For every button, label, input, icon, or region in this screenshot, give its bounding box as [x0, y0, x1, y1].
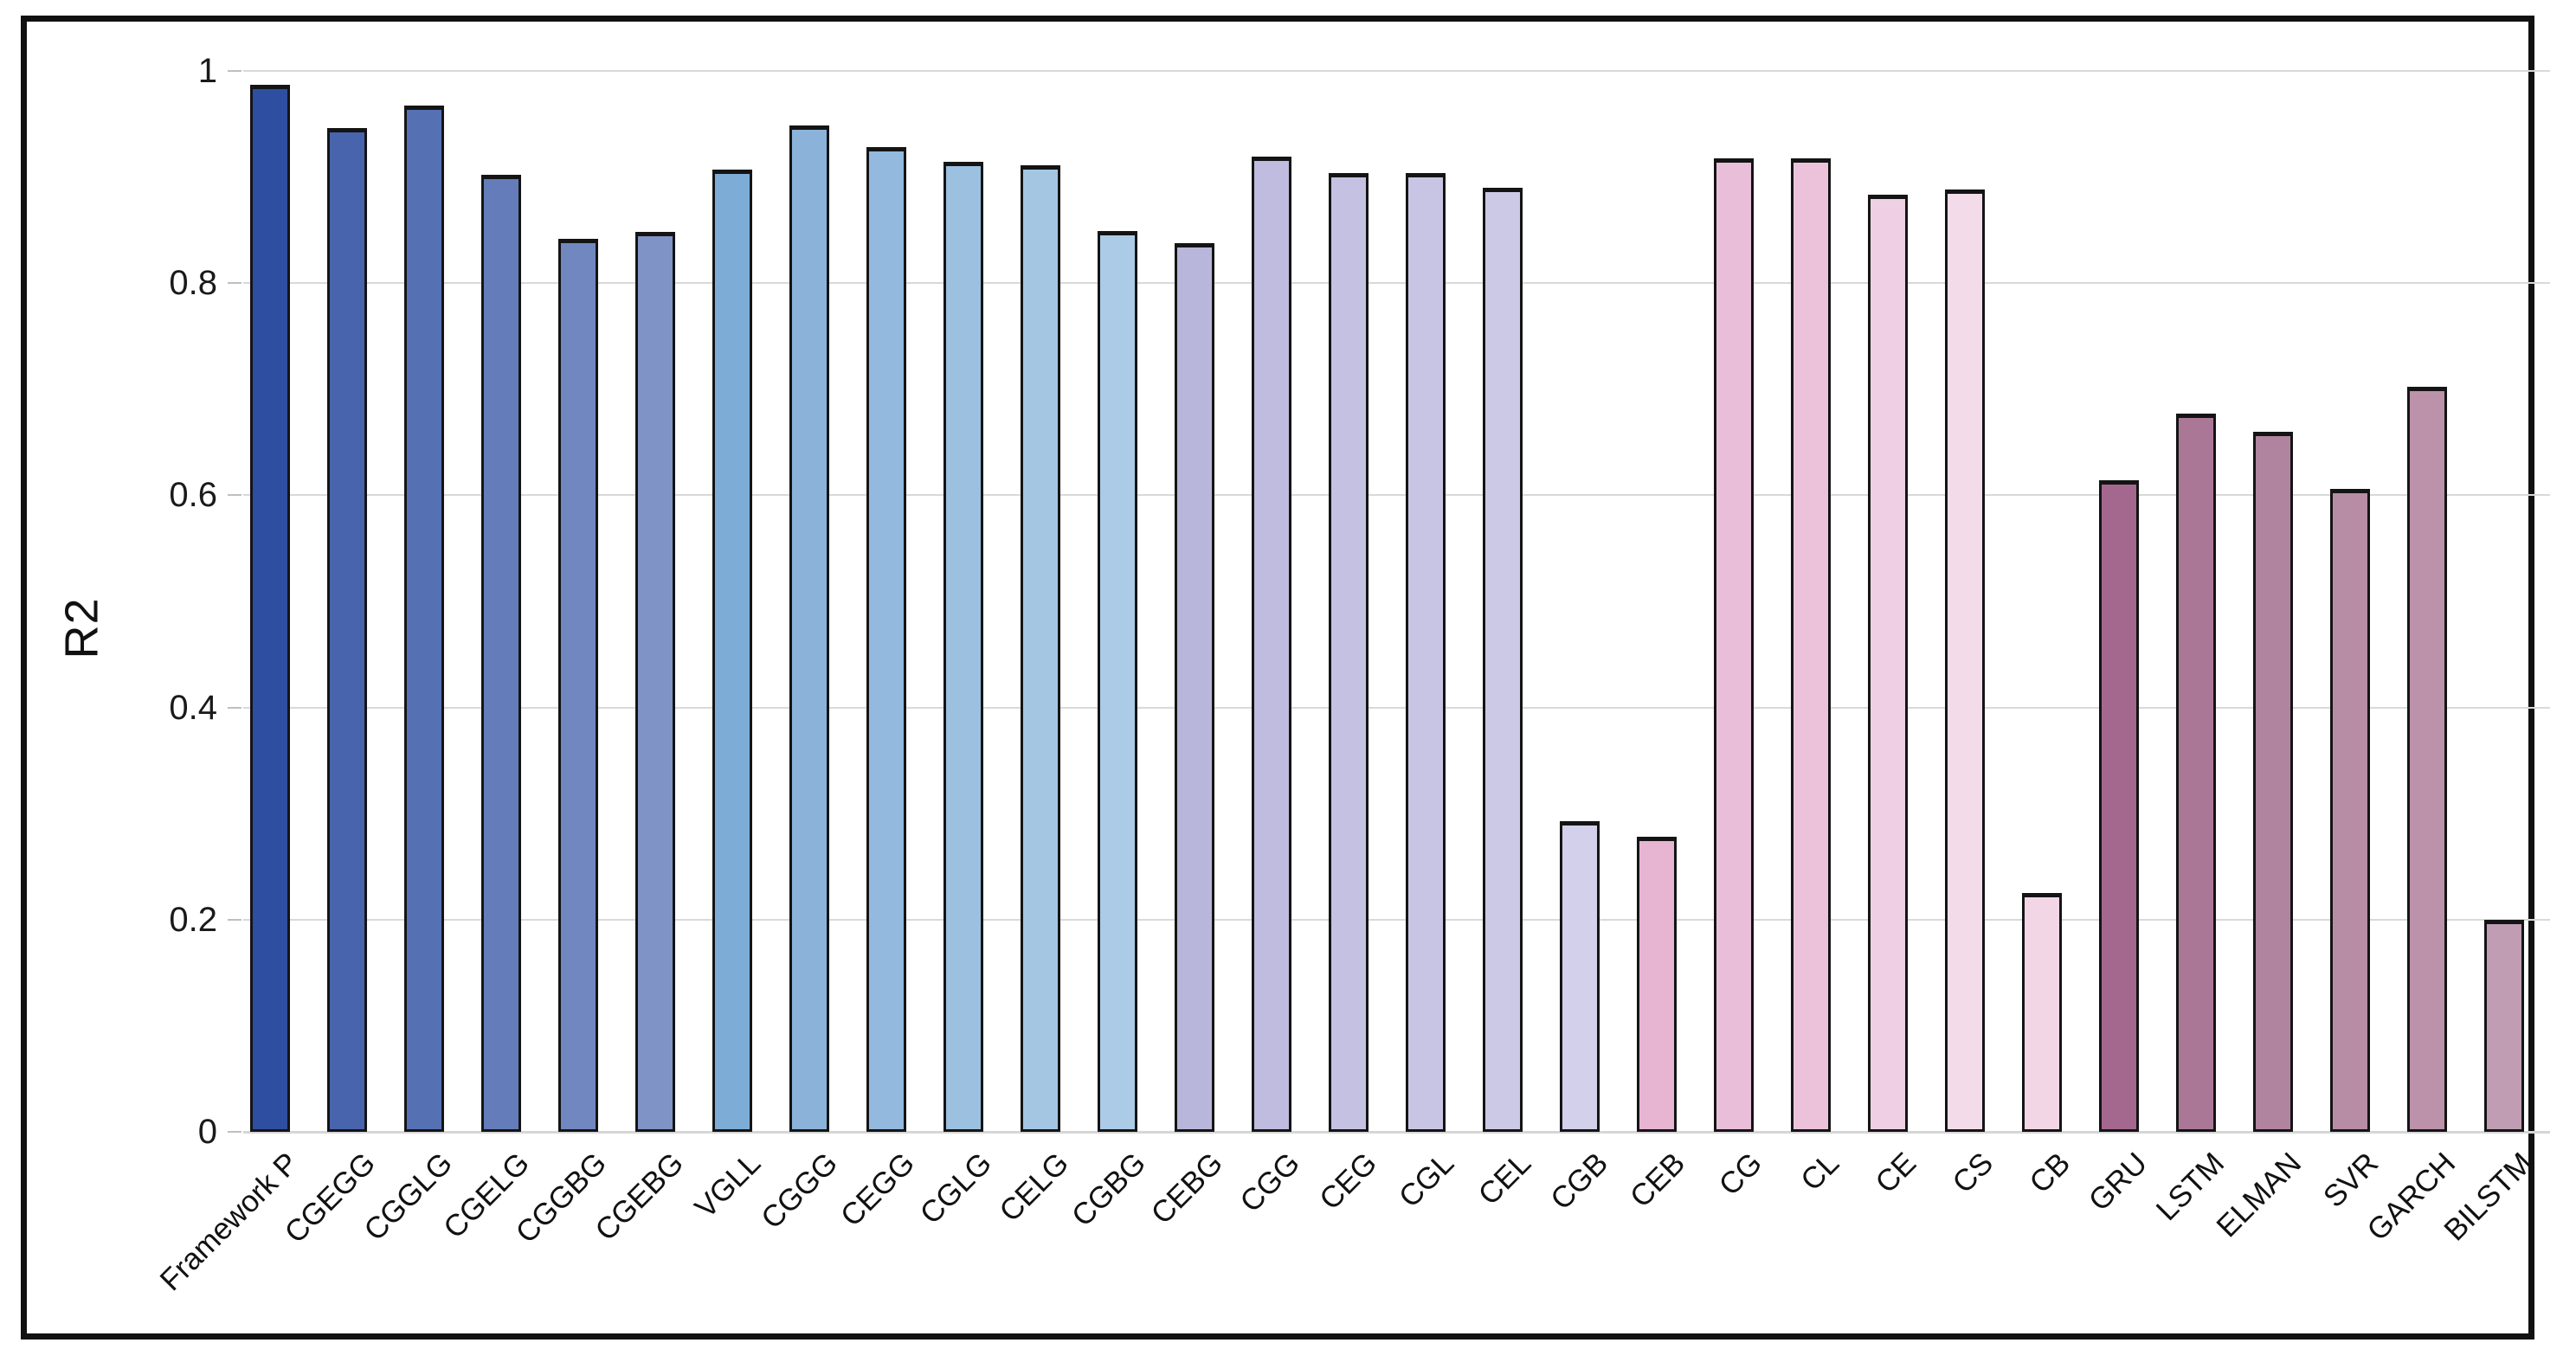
x-label-cb: CB	[2023, 1146, 2077, 1200]
bar-cgelg	[481, 175, 521, 1132]
x-label-vgll: VGLL	[688, 1146, 768, 1225]
x-label-ce: CE	[1869, 1146, 1923, 1200]
bar-ceb	[1637, 837, 1677, 1132]
x-label-celg: CELG	[993, 1146, 1076, 1229]
y-tick-label-0.8: 0.8	[169, 264, 217, 303]
plot-area	[243, 70, 2550, 1134]
x-label-cgb: CGB	[1543, 1146, 1615, 1217]
x-label-elman: ELMAN	[2210, 1146, 2309, 1244]
bar-cgegg	[327, 128, 367, 1132]
bar-cgebg	[635, 232, 675, 1132]
y-tick-mark-0.4	[228, 706, 242, 709]
bar-cgglg	[404, 106, 444, 1132]
y-tick-mark-0.8	[228, 282, 242, 285]
bar-cg	[1714, 158, 1754, 1132]
gridline-0.2	[243, 918, 2550, 921]
bar-vgll	[712, 170, 752, 1132]
x-label-cgl: CGL	[1392, 1146, 1461, 1215]
bar-cglg	[943, 162, 983, 1132]
bar-lstm	[2176, 414, 2216, 1132]
bar-svr	[2330, 489, 2370, 1132]
chart-outer-border: R2 0 0.2 0.4 0.6 0.8 1 Framework P CGEGG CGGLG C…	[21, 16, 2550, 1340]
bar-celg	[1021, 165, 1060, 1132]
gridline-0.4	[243, 706, 2550, 709]
y-tick-label-0: 0	[197, 1113, 217, 1151]
bar-framework-p	[250, 85, 290, 1132]
x-label-ceb: CEB	[1623, 1146, 1692, 1215]
bar-ceg	[1329, 173, 1368, 1132]
gridline-1	[243, 70, 2550, 72]
x-axis-line	[243, 1131, 2550, 1134]
y-tick-label-0.6: 0.6	[169, 476, 217, 515]
bar-cs	[1945, 190, 1985, 1132]
x-label-cg: CG	[1712, 1146, 1769, 1203]
bar-cl	[1791, 158, 1831, 1132]
x-label-gru: GRU	[2082, 1146, 2154, 1218]
y-tick-mark-1	[228, 70, 242, 72]
x-label-cegg: CEGG	[834, 1146, 922, 1234]
gridline-0.6	[243, 494, 2550, 497]
y-tick-mark-0.6	[228, 494, 242, 497]
bar-cgg	[1252, 157, 1291, 1132]
y-axis-title: R2	[55, 597, 108, 659]
bar-cgb	[1560, 821, 1600, 1132]
bar-gru	[2099, 480, 2139, 1132]
y-tick-label-1: 1	[197, 52, 217, 90]
bar-cgbg	[1098, 231, 1137, 1132]
x-label-svr: SVR	[2316, 1146, 2386, 1215]
bar-cegg	[866, 147, 906, 1132]
bar-cggbg	[558, 239, 598, 1132]
y-tick-label-0.4: 0.4	[169, 688, 217, 727]
bar-cb	[2022, 893, 2062, 1132]
x-label-cel: CEL	[1472, 1146, 1538, 1212]
x-label-cgbg: CGBG	[1065, 1146, 1153, 1234]
bar-bilstm	[2484, 920, 2524, 1132]
y-tick-mark-0.2	[228, 918, 242, 921]
x-label-cglg: CGLG	[913, 1146, 999, 1231]
x-label-cebg: CEBG	[1144, 1146, 1230, 1231]
gridline-0.8	[243, 282, 2550, 285]
x-label-cggg: CGGG	[754, 1146, 845, 1236]
y-tick-label-0.2: 0.2	[169, 900, 217, 939]
bar-cebg	[1175, 243, 1214, 1132]
bar-cggg	[789, 125, 829, 1132]
bar-elman	[2253, 432, 2293, 1132]
bar-cgl	[1406, 173, 1446, 1132]
bar-garch	[2407, 387, 2447, 1132]
bar-ce	[1868, 195, 1908, 1132]
y-tick-mark-0	[228, 1131, 242, 1133]
x-label-ceg: CEG	[1312, 1146, 1384, 1217]
x-label-cgg: CGG	[1233, 1146, 1307, 1219]
bar-cel	[1483, 188, 1523, 1132]
x-label-cl: CL	[1794, 1146, 1846, 1198]
x-label-cs: CS	[1946, 1146, 2000, 1200]
